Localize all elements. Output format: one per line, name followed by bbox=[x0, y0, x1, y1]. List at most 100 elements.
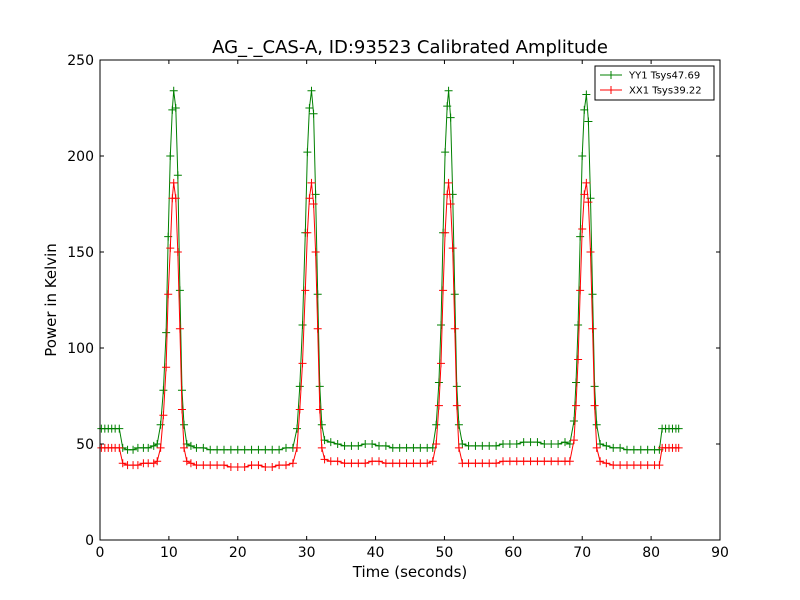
data-point bbox=[226, 463, 235, 472]
data-point bbox=[166, 244, 175, 253]
data-point bbox=[275, 461, 284, 470]
data-point bbox=[434, 378, 443, 387]
data-point bbox=[519, 438, 528, 447]
data-point bbox=[471, 441, 480, 450]
data-point bbox=[512, 440, 521, 448]
data-point bbox=[171, 104, 180, 112]
data-point bbox=[586, 248, 595, 256]
data-point bbox=[307, 86, 316, 95]
data-point bbox=[454, 443, 463, 452]
data-point bbox=[133, 461, 142, 470]
data-point bbox=[333, 457, 342, 466]
data-point bbox=[199, 443, 208, 452]
data-point bbox=[569, 416, 578, 425]
data-point bbox=[254, 461, 263, 470]
data-point bbox=[582, 90, 591, 99]
data-point bbox=[303, 148, 312, 157]
data-point bbox=[177, 405, 186, 414]
data-point bbox=[268, 445, 277, 454]
data-point bbox=[616, 461, 625, 470]
data-point bbox=[169, 86, 178, 95]
data-point bbox=[609, 443, 618, 452]
data-point bbox=[576, 286, 585, 295]
data-point bbox=[464, 441, 473, 450]
x-tick-label: 30 bbox=[298, 545, 316, 561]
y-tick-label: 50 bbox=[76, 437, 94, 453]
data-point bbox=[441, 148, 450, 157]
data-point bbox=[439, 286, 448, 295]
data-point bbox=[623, 461, 631, 470]
data-point bbox=[368, 440, 377, 448]
data-point bbox=[578, 152, 587, 160]
data-point bbox=[533, 457, 542, 466]
data-point bbox=[434, 401, 443, 410]
legend-marker bbox=[607, 86, 615, 94]
data-point bbox=[261, 463, 270, 472]
data-point bbox=[307, 178, 316, 187]
plot-frame bbox=[99, 59, 721, 541]
data-point bbox=[315, 405, 324, 414]
data-point bbox=[199, 461, 208, 470]
data-point bbox=[233, 445, 242, 454]
data-point bbox=[572, 378, 581, 387]
data-point bbox=[268, 463, 277, 472]
data-point bbox=[347, 459, 356, 468]
data-point bbox=[153, 440, 162, 448]
data-point bbox=[636, 445, 645, 454]
series-layer bbox=[97, 86, 683, 472]
data-point bbox=[478, 441, 487, 450]
data-point bbox=[295, 382, 304, 391]
data-point bbox=[505, 440, 514, 448]
legend-entry-1: YY1 Tsys47.69 bbox=[600, 71, 700, 82]
data-point bbox=[317, 420, 326, 429]
x-axis-label: Time (seconds) bbox=[352, 563, 468, 581]
data-point bbox=[584, 117, 593, 126]
data-point bbox=[326, 457, 335, 466]
data-point bbox=[298, 320, 307, 329]
data-point bbox=[547, 440, 556, 448]
data-point bbox=[169, 178, 178, 187]
data-point bbox=[173, 171, 182, 180]
data-point bbox=[171, 194, 180, 203]
data-point bbox=[192, 443, 201, 452]
data-point bbox=[655, 461, 664, 470]
data-point bbox=[395, 443, 404, 452]
data-point bbox=[492, 459, 501, 468]
y-tick-label: 0 bbox=[85, 533, 94, 549]
data-point bbox=[213, 445, 222, 454]
data-point bbox=[540, 440, 549, 448]
data-point bbox=[309, 109, 318, 118]
data-point bbox=[416, 443, 425, 452]
legend: YY1 Tsys47.69 XX1 Tsys39.22 bbox=[594, 65, 715, 101]
data-point bbox=[582, 178, 591, 187]
data-point bbox=[533, 438, 542, 447]
data-point bbox=[409, 459, 418, 468]
data-point bbox=[175, 324, 184, 333]
data-point bbox=[166, 152, 175, 160]
data-point bbox=[192, 461, 201, 470]
data-point bbox=[674, 424, 683, 433]
data-point bbox=[326, 438, 335, 447]
data-point bbox=[261, 445, 270, 454]
x-tick-label: 40 bbox=[367, 545, 385, 561]
data-point bbox=[499, 457, 507, 466]
data-point bbox=[301, 286, 310, 295]
data-point bbox=[458, 440, 467, 448]
data-point bbox=[295, 405, 304, 414]
data-point bbox=[298, 359, 307, 368]
data-point bbox=[175, 286, 184, 295]
data-point bbox=[432, 440, 441, 448]
data-point bbox=[547, 457, 556, 466]
data-point bbox=[448, 244, 457, 253]
data-point bbox=[554, 457, 563, 466]
data-point bbox=[254, 445, 263, 454]
data-point bbox=[609, 461, 618, 470]
data-point bbox=[623, 445, 631, 454]
data-point bbox=[354, 441, 363, 450]
chart-title: AG_-_CAS-A, ID:93523 Calibrated Amplitud… bbox=[212, 37, 608, 58]
data-point bbox=[519, 457, 528, 466]
data-point bbox=[444, 178, 453, 187]
data-point bbox=[478, 459, 487, 468]
series-line bbox=[101, 90, 679, 451]
x-tick-label: 50 bbox=[436, 545, 454, 561]
